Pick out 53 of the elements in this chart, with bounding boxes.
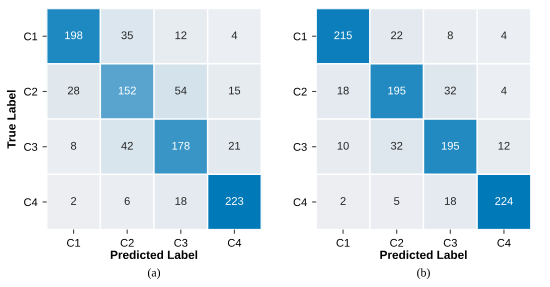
x-axis-title: Predicted Label	[380, 250, 467, 260]
text: (a)	[148, 268, 160, 279]
data-label: 32	[390, 142, 402, 150]
y-tick-label: C1	[294, 32, 307, 40]
data-label: 215	[334, 31, 352, 40]
y-tick-label: C2	[24, 88, 38, 96]
data-label: 4	[501, 31, 507, 40]
data-label: 178	[172, 142, 190, 150]
data-label: 18	[444, 197, 456, 205]
data-label: 8	[448, 31, 453, 40]
x-tick-label: C1	[67, 238, 80, 247]
data-label: 21	[228, 142, 240, 150]
data-label: 4	[501, 86, 507, 94]
data-label: 12	[175, 31, 186, 40]
y-tick-label: C3	[294, 142, 307, 151]
data-label: 2	[71, 197, 76, 205]
text: (b)	[417, 268, 430, 279]
x-tick-label: C1	[336, 238, 350, 247]
data-label: 42	[121, 142, 133, 150]
x-tick-label: C4	[228, 238, 242, 247]
y-tick-label: C4	[294, 198, 307, 206]
y-axis-title: True Label	[6, 90, 16, 148]
data-label: 10	[338, 142, 349, 150]
x-axis-title: Predicted Label	[110, 250, 198, 260]
data-label: 15	[229, 86, 240, 94]
data-label: 4	[232, 31, 238, 40]
data-label: 12	[498, 142, 510, 150]
data-label: 35	[121, 31, 133, 40]
x-tick-label: C2	[120, 238, 134, 247]
data-label: 195	[442, 142, 460, 150]
data-label: 2	[340, 197, 346, 205]
data-label: 28	[68, 86, 80, 94]
y-tick-label: C1	[24, 32, 38, 40]
data-label: 22	[391, 31, 402, 40]
y-tick-label: C3	[24, 142, 38, 151]
data-label: 198	[65, 31, 82, 40]
y-tick-label: C2	[294, 88, 307, 96]
data-label: 18	[175, 197, 187, 205]
y-tick-label: C4	[24, 198, 38, 206]
data-label: 8	[70, 142, 76, 150]
data-label: 195	[388, 86, 406, 94]
x-tick-label: C2	[390, 238, 404, 247]
data-label: 6	[124, 197, 130, 205]
data-label: 224	[495, 197, 513, 205]
x-tick-label: C3	[174, 238, 188, 247]
x-tick-label: C3	[444, 238, 457, 247]
data-label: 32	[444, 86, 456, 94]
data-label: 5	[394, 197, 400, 205]
data-label: 54	[175, 86, 187, 94]
data-label: 223	[226, 197, 244, 205]
data-label: 152	[118, 86, 136, 94]
x-tick-label: C4	[497, 238, 511, 247]
data-label: 18	[338, 86, 349, 94]
